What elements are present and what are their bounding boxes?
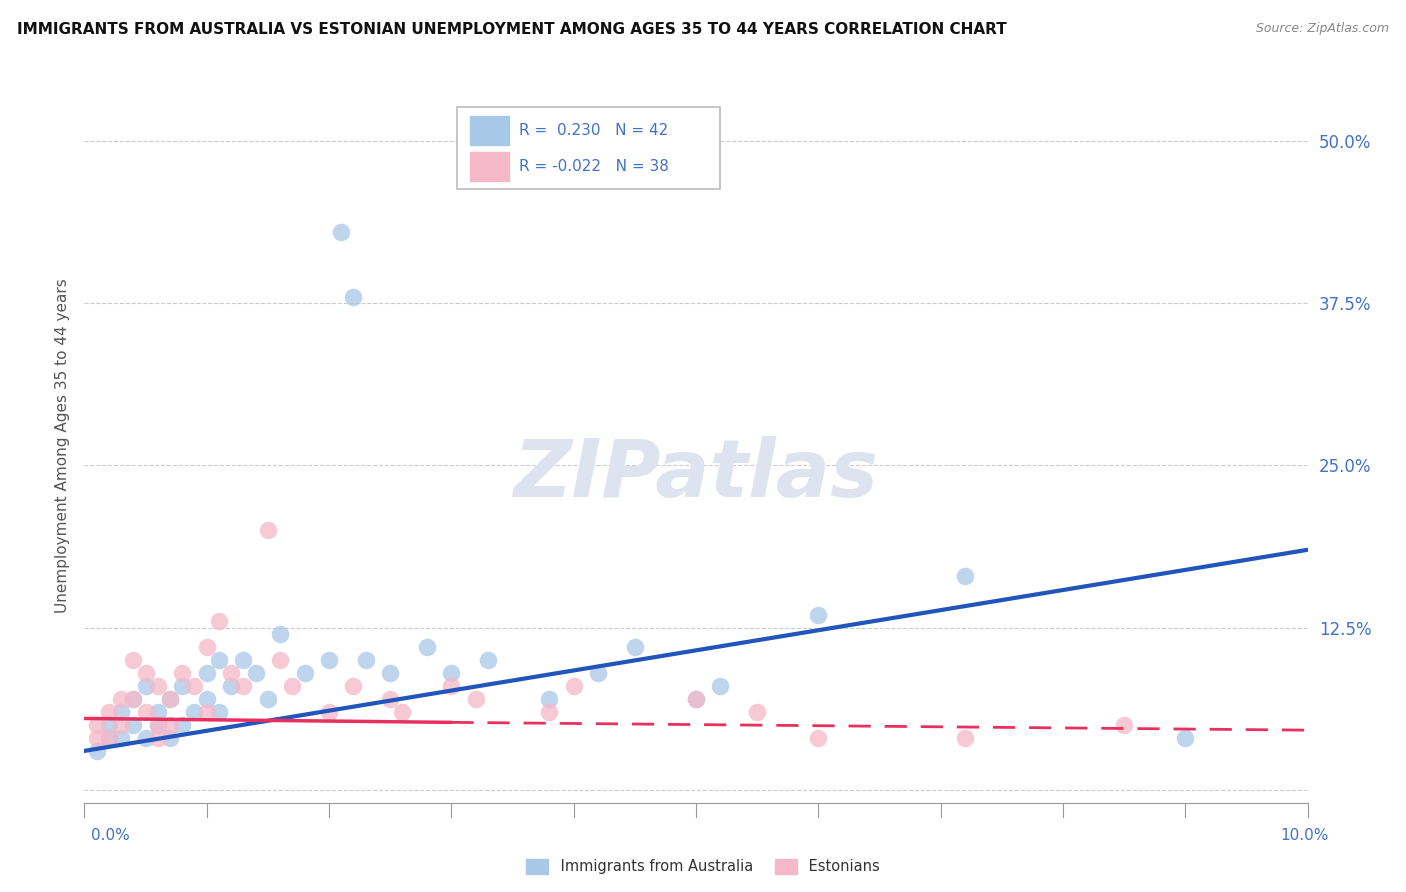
Point: [269, 653, 291, 667]
Point: [159, 692, 181, 706]
Point: [172, 666, 194, 681]
Point: [146, 718, 169, 732]
Point: [318, 653, 340, 667]
Point: [159, 692, 181, 706]
Point: [208, 614, 231, 628]
Point: [624, 640, 647, 654]
Point: [122, 692, 145, 706]
Point: [86, 744, 108, 758]
Point: [110, 718, 132, 732]
Point: [269, 627, 291, 641]
Point: [159, 718, 181, 732]
Point: [232, 679, 254, 693]
Point: [172, 679, 194, 693]
Point: [110, 705, 132, 719]
Point: [122, 692, 145, 706]
Point: [195, 692, 218, 706]
Y-axis label: Unemployment Among Ages 35 to 44 years: Unemployment Among Ages 35 to 44 years: [55, 278, 70, 614]
Point: [685, 692, 707, 706]
FancyBboxPatch shape: [457, 107, 720, 189]
Point: [257, 524, 280, 538]
Point: [562, 679, 585, 693]
Point: [440, 666, 463, 681]
Text: ZIPatlas: ZIPatlas: [513, 435, 879, 514]
Point: [219, 666, 242, 681]
Point: [342, 679, 364, 693]
Point: [747, 705, 769, 719]
Point: [135, 679, 157, 693]
Point: [110, 731, 132, 745]
Point: [146, 731, 169, 745]
Point: [208, 705, 231, 719]
Point: [183, 679, 205, 693]
Point: [219, 679, 242, 693]
Point: [97, 731, 120, 745]
Point: [354, 653, 377, 667]
Text: IMMIGRANTS FROM AUSTRALIA VS ESTONIAN UNEMPLOYMENT AMONG AGES 35 TO 44 YEARS COR: IMMIGRANTS FROM AUSTRALIA VS ESTONIAN UN…: [17, 22, 1007, 37]
Point: [122, 718, 145, 732]
Point: [86, 718, 108, 732]
Point: [391, 705, 413, 719]
Point: [195, 705, 218, 719]
Point: [135, 731, 157, 745]
Point: [953, 731, 976, 745]
Point: [257, 692, 280, 706]
Point: [294, 666, 316, 681]
Point: [342, 290, 364, 304]
Point: [146, 679, 169, 693]
Point: [195, 666, 218, 681]
Point: [135, 666, 157, 681]
Point: [538, 692, 561, 706]
Legend:  Immigrants from Australia,  Estonians: Immigrants from Australia, Estonians: [520, 853, 886, 880]
Point: [709, 679, 731, 693]
Point: [146, 718, 169, 732]
Point: [1114, 718, 1136, 732]
Point: [586, 666, 609, 681]
Point: [953, 568, 976, 582]
Point: [245, 666, 267, 681]
Point: [146, 705, 169, 719]
Point: [1174, 731, 1197, 745]
Point: [195, 640, 218, 654]
Point: [330, 225, 353, 239]
Point: [807, 607, 830, 622]
Point: [440, 679, 463, 693]
Point: [208, 653, 231, 667]
Point: [97, 705, 120, 719]
Point: [110, 692, 132, 706]
FancyBboxPatch shape: [470, 116, 509, 145]
Point: [86, 731, 108, 745]
Point: [477, 653, 499, 667]
Point: [97, 731, 120, 745]
Point: [122, 653, 145, 667]
Point: [538, 705, 561, 719]
Text: 10.0%: 10.0%: [1281, 829, 1329, 843]
Point: [685, 692, 707, 706]
Point: [380, 692, 402, 706]
Point: [183, 705, 205, 719]
Text: R =  0.230   N = 42: R = 0.230 N = 42: [519, 123, 668, 138]
Point: [416, 640, 439, 654]
Point: [281, 679, 304, 693]
Point: [380, 666, 402, 681]
Text: 0.0%: 0.0%: [91, 829, 131, 843]
Text: Source: ZipAtlas.com: Source: ZipAtlas.com: [1256, 22, 1389, 36]
Point: [807, 731, 830, 745]
Point: [159, 731, 181, 745]
Point: [135, 705, 157, 719]
Point: [97, 718, 120, 732]
FancyBboxPatch shape: [470, 152, 509, 180]
Point: [464, 692, 486, 706]
Text: R = -0.022   N = 38: R = -0.022 N = 38: [519, 159, 668, 174]
Point: [318, 705, 340, 719]
Point: [172, 718, 194, 732]
Point: [232, 653, 254, 667]
